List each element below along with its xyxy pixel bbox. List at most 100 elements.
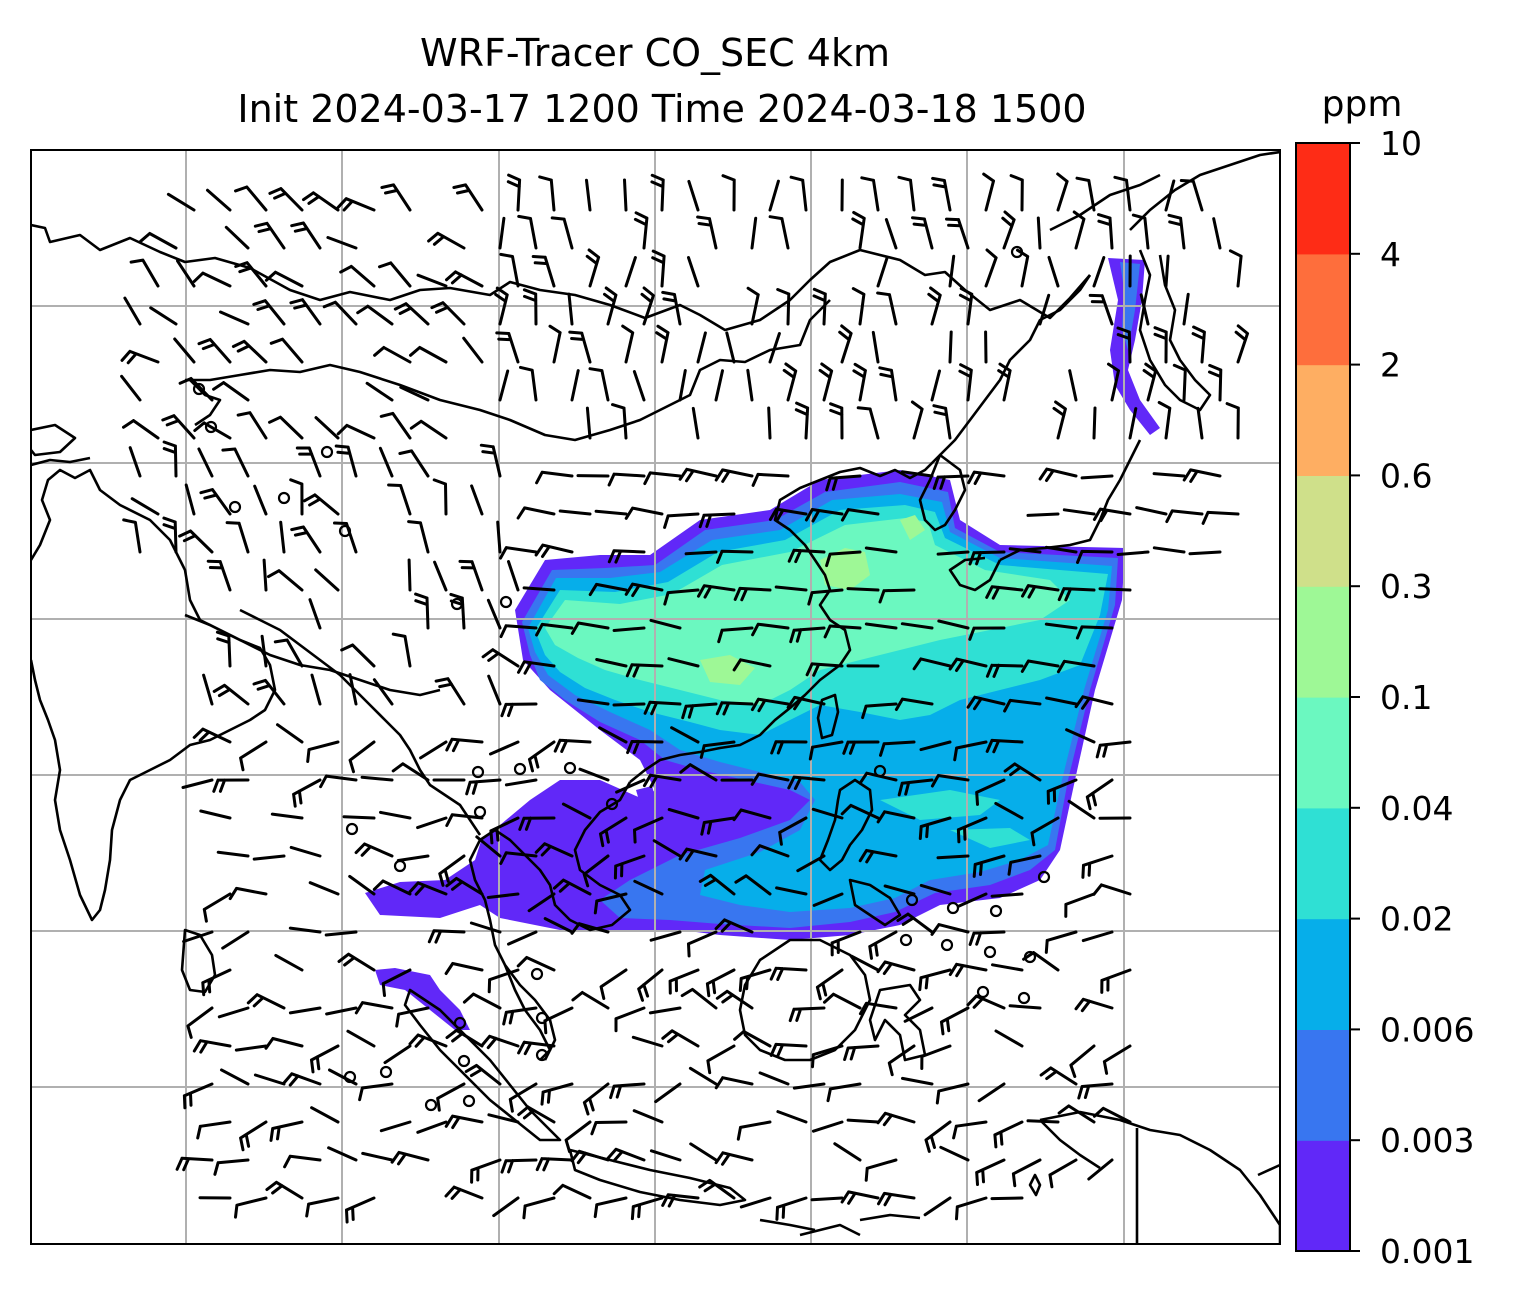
- wind-barb-icon: [399, 385, 430, 402]
- wind-barb-icon: [231, 339, 268, 364]
- wind-barb-icon: [956, 816, 988, 844]
- wind-barb-icon: [535, 1157, 574, 1172]
- wind-barb-icon: [935, 1082, 970, 1105]
- wind-barb-icon: [588, 582, 628, 597]
- colorbar-tick-label: 2: [1380, 346, 1401, 385]
- wind-barb-icon: [768, 215, 790, 250]
- wind-barb-icon: [288, 1006, 322, 1015]
- colorbar-tick-label: 0.02: [1380, 900, 1453, 939]
- wind-barb-icon: [688, 1066, 718, 1086]
- wind-barb-icon: [851, 287, 866, 326]
- wind-barb-icon: [750, 697, 790, 713]
- wind-barb-icon: [1044, 545, 1078, 554]
- wind-barb-icon: [419, 740, 448, 760]
- wind-barb-icon: [409, 419, 448, 440]
- colorbar-swatch: [1296, 697, 1350, 809]
- wind-barb-icon: [625, 663, 664, 678]
- wind-barb-icon: [812, 892, 844, 907]
- wind-barb-icon: [823, 624, 862, 639]
- wind-barb-icon: [499, 546, 538, 560]
- wind-barb-icon: [1142, 362, 1158, 402]
- wind-barb-icon: [427, 929, 466, 944]
- wind-barb-icon: [314, 416, 340, 440]
- wind-barb-icon: [876, 255, 889, 288]
- wind-barb-icon: [282, 1072, 322, 1087]
- wind-barb-icon: [540, 1082, 574, 1106]
- wind-barb-icon: [879, 740, 916, 757]
- wind-barb-icon: [624, 506, 664, 520]
- wind-barb-icon: [1107, 362, 1120, 402]
- wind-barb-icon: [952, 1120, 988, 1140]
- wind-barb-icon: [1225, 402, 1240, 440]
- wind-barb-icon: [679, 763, 718, 782]
- wind-barb-icon: [985, 663, 1024, 678]
- wind-barb-icon: [609, 1082, 646, 1100]
- wind-barb-icon: [1064, 892, 1096, 918]
- wind-barb-icon: [494, 286, 509, 326]
- wind-barb-icon: [570, 369, 580, 402]
- wind-barb-icon: [615, 778, 646, 794]
- wind-barb-icon: [324, 930, 358, 937]
- wind-barb-icon: [811, 1044, 844, 1069]
- wind-barb-icon: [593, 1196, 628, 1219]
- wind-barb-icon: [356, 304, 394, 326]
- wind-barb-icon: [930, 774, 970, 788]
- colorbar-tick-label: 0.3: [1380, 567, 1432, 606]
- wind-barb-icon: [295, 446, 322, 478]
- wind-barb-icon: [479, 443, 502, 478]
- wind-barb-icon: [775, 1196, 808, 1221]
- wind-barb-icon: [697, 584, 736, 599]
- wind-barb-icon: [378, 446, 394, 478]
- wind-barb-icon: [614, 1006, 646, 1033]
- wind-barb-icon: [751, 622, 790, 637]
- wind-barb-icon: [552, 1183, 592, 1200]
- wind-barb-icon: [217, 1006, 250, 1019]
- wind-barb-icon: [590, 1120, 628, 1136]
- wind-barb-icon: [234, 185, 268, 212]
- wind-barb-icon: [427, 231, 466, 250]
- wind-barb-icon: [378, 261, 412, 288]
- wind-barb-icon: [345, 1196, 376, 1224]
- wind-barb-icon: [994, 1029, 1024, 1048]
- wind-barb-icon: [972, 854, 1006, 878]
- wind-barb-icon: [175, 1156, 214, 1172]
- wind-barb-icon: [253, 484, 268, 516]
- wind-barb-icon: [1008, 547, 1042, 554]
- wind-barb-icon: [884, 218, 898, 250]
- wind-barb-icon: [789, 626, 826, 644]
- wind-barb-icon: [698, 512, 736, 529]
- wind-barb-icon: [716, 549, 754, 564]
- wind-barb-icon: [746, 286, 760, 326]
- wind-barb-icon: [269, 1120, 304, 1142]
- wind-barb-icon: [769, 1042, 808, 1058]
- wind-barb-icon: [308, 598, 322, 630]
- wind-barb-icon: [715, 989, 754, 1010]
- wind-barb-icon: [265, 1180, 304, 1200]
- wind-barb-icon: [968, 626, 1006, 641]
- wind-barb-icon: [310, 1106, 340, 1124]
- plume-level-6: [700, 515, 925, 685]
- wind-barb-icon: [758, 1071, 790, 1086]
- wind-barb-icon: [391, 632, 412, 668]
- wind-barb-icon: [733, 586, 772, 602]
- calm-circle-icon: [345, 822, 359, 836]
- wind-barb-icon: [570, 621, 610, 635]
- wind-barb-icon: [534, 842, 574, 858]
- wind-barb-icon: [202, 892, 232, 923]
- wind-barb-icon: [504, 778, 538, 787]
- wind-barb-icon: [918, 968, 952, 992]
- wind-barb-icon: [667, 657, 700, 668]
- wind-barb-icon: [202, 673, 214, 706]
- wind-barb-icon: [919, 883, 952, 896]
- wind-barb-icon: [843, 1044, 880, 1061]
- wind-barb-icon: [767, 406, 772, 440]
- calm-circle-icon: [457, 1054, 471, 1068]
- wind-barb-icon: [499, 851, 538, 865]
- wind-barb-icon: [825, 550, 862, 568]
- wind-barb-icon: [506, 173, 522, 212]
- wind-barb-icon: [613, 854, 646, 880]
- wind-barb-icon: [585, 406, 592, 440]
- colorbar-swatch: [1296, 143, 1350, 255]
- wind-barb-icon: [234, 1196, 268, 1219]
